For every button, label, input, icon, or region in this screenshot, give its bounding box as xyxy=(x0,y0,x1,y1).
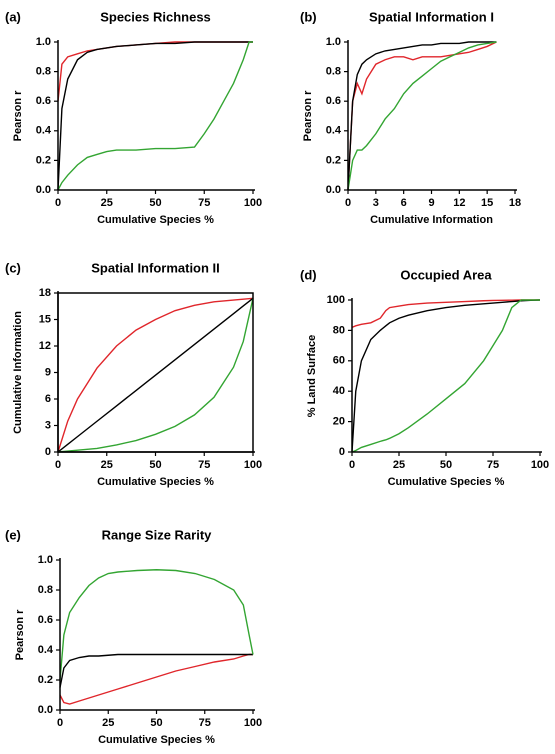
chart-title: Species Richness xyxy=(100,9,211,24)
x-tick-label: 3 xyxy=(373,197,379,209)
x-tick-label: 25 xyxy=(101,459,113,471)
x-axis-label: Cumulative Species % xyxy=(97,214,214,226)
x-tick-label: 25 xyxy=(393,459,405,471)
data-line xyxy=(351,299,540,329)
chart-title: Spatial Information II xyxy=(91,260,220,275)
y-tick-label: 0.0 xyxy=(36,184,51,196)
x-tick-label: 9 xyxy=(428,197,434,209)
x-tick-label: 0 xyxy=(349,459,355,471)
y-tick-label: 0.4 xyxy=(326,125,342,137)
x-axis-label: Cumulative Information xyxy=(370,214,493,226)
data-line xyxy=(59,569,254,681)
y-tick-label: 3 xyxy=(45,419,51,431)
y-tick-label: 0.0 xyxy=(38,704,53,716)
y-tick-label: 1.0 xyxy=(38,554,53,566)
panel-label: (a) xyxy=(5,9,21,24)
data-line xyxy=(347,41,497,191)
x-tick-label: 100 xyxy=(244,459,262,471)
y-tick-label: 0.8 xyxy=(38,584,53,596)
x-tick-label: 50 xyxy=(150,717,162,729)
x-tick-label: 25 xyxy=(102,717,114,729)
y-tick-label: 15 xyxy=(39,313,51,325)
data-line xyxy=(57,297,254,453)
y-tick-label: 60 xyxy=(333,355,345,367)
panel-label: (e) xyxy=(5,527,21,542)
data-line xyxy=(57,41,253,191)
x-tick-label: 15 xyxy=(481,197,493,209)
data-line xyxy=(57,298,254,453)
data-line xyxy=(347,41,497,191)
data-line xyxy=(57,297,254,453)
x-tick-label: 50 xyxy=(149,197,161,209)
x-tick-label: 75 xyxy=(198,459,210,471)
y-axis-label: Cumulative Information xyxy=(12,311,24,434)
y-tick-label: 0.6 xyxy=(326,95,341,107)
y-tick-label: 12 xyxy=(39,340,51,352)
x-axis-label: Cumulative Species % xyxy=(97,476,214,488)
data-line xyxy=(351,299,540,453)
x-tick-label: 50 xyxy=(149,459,161,471)
y-tick-label: 0.0 xyxy=(326,184,341,196)
y-tick-label: 80 xyxy=(333,324,345,336)
panel-label: (d) xyxy=(300,267,317,282)
x-tick-label: 0 xyxy=(55,197,61,209)
x-axis-label: Cumulative Species % xyxy=(98,734,215,746)
y-tick-label: 0.8 xyxy=(326,66,341,78)
y-tick-label: 20 xyxy=(333,416,345,428)
y-axis-label: Pearson r xyxy=(14,609,26,660)
x-tick-label: 75 xyxy=(198,197,210,209)
x-tick-label: 75 xyxy=(199,717,211,729)
x-axis-label: Cumulative Species % xyxy=(388,476,505,488)
y-tick-label: 0 xyxy=(45,446,51,458)
x-tick-label: 0 xyxy=(345,197,351,209)
y-tick-label: 100 xyxy=(327,294,345,306)
y-tick-label: 18 xyxy=(39,287,51,299)
data-line xyxy=(57,41,253,102)
y-tick-label: 0.4 xyxy=(38,644,54,656)
y-tick-label: 0.8 xyxy=(36,66,51,78)
panel-label: (b) xyxy=(300,9,317,24)
panel-label: (c) xyxy=(5,260,21,275)
x-tick-label: 18 xyxy=(509,197,521,209)
y-tick-label: 1.0 xyxy=(36,36,51,48)
y-tick-label: 0.2 xyxy=(36,154,51,166)
data-line xyxy=(59,653,253,705)
x-tick-label: 100 xyxy=(244,197,262,209)
y-tick-label: 0.4 xyxy=(36,125,52,137)
x-tick-label: 100 xyxy=(244,717,262,729)
x-tick-label: 25 xyxy=(101,197,113,209)
x-tick-label: 0 xyxy=(57,717,63,729)
data-line xyxy=(347,41,497,191)
x-tick-label: 12 xyxy=(453,197,465,209)
data-line xyxy=(59,653,253,688)
y-axis-label: Pearson r xyxy=(12,90,24,141)
y-tick-label: 0 xyxy=(339,446,345,458)
y-axis-label: % Land Surface xyxy=(306,335,318,418)
data-line xyxy=(57,41,253,191)
y-axis-label: Pearson r xyxy=(302,90,314,141)
y-tick-label: 0.6 xyxy=(38,614,53,626)
y-tick-label: 1.0 xyxy=(326,36,341,48)
x-tick-label: 75 xyxy=(487,459,499,471)
chart-title: Occupied Area xyxy=(400,267,492,282)
y-tick-label: 0.2 xyxy=(38,674,53,686)
x-tick-label: 6 xyxy=(401,197,407,209)
y-tick-label: 0.2 xyxy=(326,154,341,166)
y-tick-label: 9 xyxy=(45,366,51,378)
x-tick-label: 100 xyxy=(531,459,549,471)
data-line xyxy=(351,299,541,453)
x-tick-label: 50 xyxy=(440,459,452,471)
x-tick-label: 0 xyxy=(55,459,61,471)
y-tick-label: 0.6 xyxy=(36,95,51,107)
chart-title: Range Size Rarity xyxy=(102,527,213,542)
chart-title: Spatial Information I xyxy=(369,9,494,24)
y-tick-label: 40 xyxy=(333,385,345,397)
y-tick-label: 6 xyxy=(45,393,51,405)
